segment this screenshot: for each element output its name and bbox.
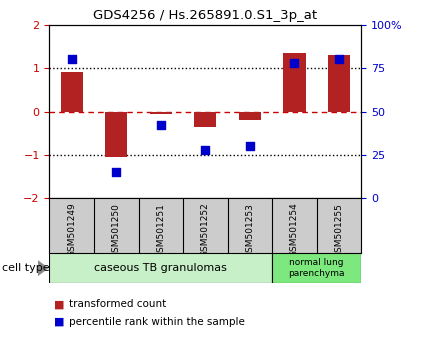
Point — [335, 57, 342, 62]
Polygon shape — [38, 260, 49, 276]
Bar — [61, 73, 83, 112]
Text: normal lung
parenchyma: normal lung parenchyma — [289, 258, 345, 278]
Bar — [49, 253, 272, 283]
Bar — [328, 55, 350, 112]
Bar — [272, 253, 361, 283]
Point — [68, 57, 75, 62]
Text: ■: ■ — [54, 317, 64, 327]
Point — [291, 60, 298, 66]
Text: GSM501250: GSM501250 — [112, 202, 121, 257]
Text: percentile rank within the sample: percentile rank within the sample — [69, 317, 245, 327]
Text: GSM501249: GSM501249 — [67, 202, 76, 257]
Text: GSM501253: GSM501253 — [246, 202, 255, 257]
Point — [202, 147, 209, 153]
Point — [157, 122, 164, 128]
Bar — [239, 112, 261, 120]
Text: GSM501254: GSM501254 — [290, 202, 299, 257]
Text: cell type: cell type — [2, 263, 50, 273]
Text: transformed count: transformed count — [69, 299, 166, 309]
Point — [113, 170, 120, 175]
Text: ■: ■ — [54, 299, 64, 309]
Text: GSM501255: GSM501255 — [335, 202, 344, 257]
Bar — [194, 112, 216, 127]
Text: GSM501251: GSM501251 — [156, 202, 165, 257]
Text: GSM501252: GSM501252 — [201, 202, 210, 257]
Title: GDS4256 / Hs.265891.0.S1_3p_at: GDS4256 / Hs.265891.0.S1_3p_at — [93, 9, 317, 22]
Bar — [283, 53, 306, 112]
Bar — [105, 112, 127, 157]
Point — [246, 143, 253, 149]
Text: caseous TB granulomas: caseous TB granulomas — [94, 263, 227, 273]
Bar — [150, 112, 172, 114]
